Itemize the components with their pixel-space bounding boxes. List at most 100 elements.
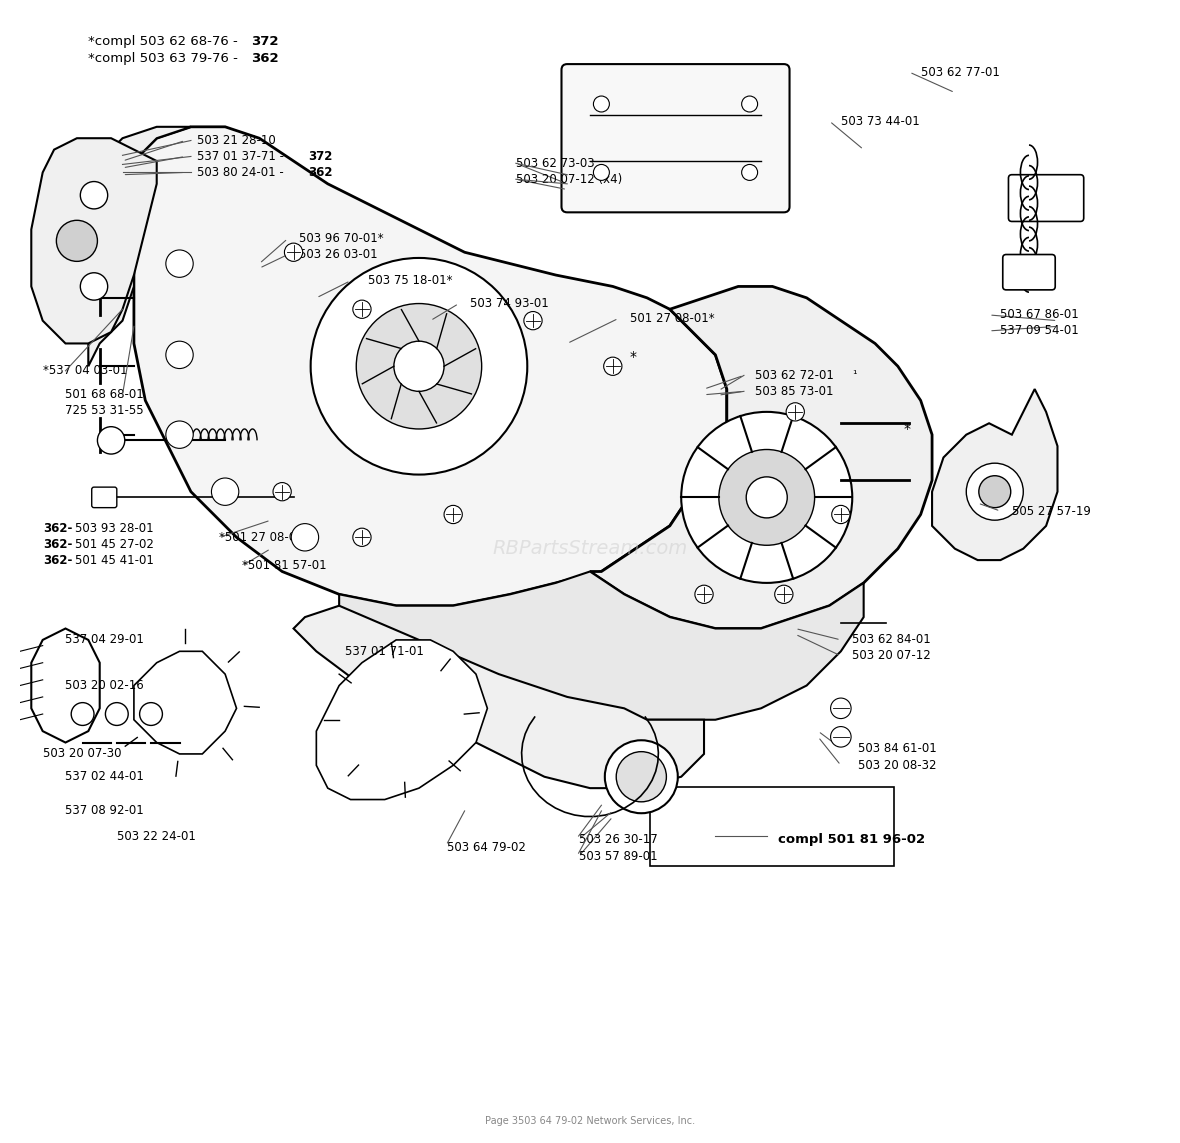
Circle shape [742, 165, 758, 181]
Circle shape [719, 449, 814, 545]
Text: 372: 372 [308, 150, 333, 163]
Circle shape [832, 505, 850, 523]
Text: 503 96 70-01*: 503 96 70-01* [300, 232, 384, 245]
Circle shape [524, 312, 542, 330]
Text: 537 02 44-01: 537 02 44-01 [66, 770, 144, 783]
Text: 725 53 31-55: 725 53 31-55 [66, 405, 144, 417]
Text: *537 04 03-01: *537 04 03-01 [42, 365, 127, 377]
Text: 537 08 92-01: 537 08 92-01 [66, 805, 144, 817]
Text: 503 26 30-17: 503 26 30-17 [578, 833, 657, 846]
Text: 537 01 37-71 -: 537 01 37-71 - [197, 150, 288, 163]
Text: *501 81 57-01: *501 81 57-01 [242, 559, 327, 573]
Text: Page 3503 64 79-02 Network Services, Inc.: Page 3503 64 79-02 Network Services, Inc… [485, 1116, 695, 1126]
Text: 362-: 362- [42, 521, 72, 535]
Circle shape [353, 301, 371, 319]
Text: 503 84 61-01: 503 84 61-01 [858, 742, 937, 754]
Circle shape [742, 96, 758, 112]
Text: 537 09 54-01: 537 09 54-01 [1001, 325, 1080, 337]
Circle shape [291, 523, 319, 551]
Circle shape [831, 727, 851, 748]
Text: 505 27 57-19: 505 27 57-19 [1012, 504, 1090, 518]
Text: 503 62 84-01: 503 62 84-01 [852, 633, 931, 647]
Text: 503 26 03-01: 503 26 03-01 [300, 248, 378, 261]
Text: 537 01 71-01: 537 01 71-01 [345, 645, 424, 658]
PathPatch shape [294, 606, 704, 789]
PathPatch shape [133, 652, 236, 754]
Circle shape [356, 304, 481, 429]
Circle shape [979, 475, 1011, 507]
Text: 503 22 24-01: 503 22 24-01 [117, 830, 196, 842]
PathPatch shape [32, 629, 99, 743]
Text: 503 20 07-12 (x4): 503 20 07-12 (x4) [516, 173, 622, 186]
Text: 501 45 41-01: 501 45 41-01 [74, 553, 153, 567]
Text: 503 20 07-12: 503 20 07-12 [852, 649, 931, 663]
Text: 362: 362 [308, 166, 333, 179]
Circle shape [831, 698, 851, 719]
Circle shape [166, 421, 194, 448]
Circle shape [353, 528, 371, 546]
Text: 537 04 29-01: 537 04 29-01 [66, 633, 144, 647]
Text: 503 20 07-30: 503 20 07-30 [42, 748, 122, 760]
Text: 503 85 73-01: 503 85 73-01 [755, 385, 834, 398]
Circle shape [775, 585, 793, 604]
Text: 503 57 89-01: 503 57 89-01 [578, 850, 657, 863]
Text: ¹: ¹ [852, 370, 857, 381]
Text: 501 27 08-01*: 501 27 08-01* [630, 312, 715, 325]
Text: 503 80 24-01 -: 503 80 24-01 - [197, 166, 287, 179]
Circle shape [80, 273, 107, 301]
Text: 503 64 79-02: 503 64 79-02 [447, 841, 526, 854]
Circle shape [444, 505, 463, 523]
Text: 372: 372 [251, 34, 278, 48]
Circle shape [284, 243, 302, 262]
Text: *501 27 08-01: *501 27 08-01 [219, 530, 304, 544]
Circle shape [786, 402, 805, 421]
Circle shape [681, 411, 852, 583]
Text: *compl 503 62 68-76 -: *compl 503 62 68-76 - [88, 34, 242, 48]
Text: 503 93 28-01: 503 93 28-01 [74, 521, 153, 535]
Circle shape [394, 341, 444, 391]
Circle shape [616, 752, 667, 802]
Text: compl 501 81 96-02: compl 501 81 96-02 [778, 833, 925, 846]
Circle shape [604, 357, 622, 375]
Text: 503 20 08-32: 503 20 08-32 [858, 759, 937, 772]
PathPatch shape [932, 389, 1057, 560]
Circle shape [966, 463, 1023, 520]
Text: 501 45 27-02: 501 45 27-02 [74, 537, 153, 551]
Circle shape [310, 258, 527, 474]
Circle shape [746, 477, 787, 518]
Circle shape [594, 96, 609, 112]
PathPatch shape [133, 127, 727, 606]
Text: 362-: 362- [42, 553, 72, 567]
Text: 503 21 28-10: 503 21 28-10 [197, 134, 275, 147]
FancyBboxPatch shape [562, 64, 789, 213]
Text: 362-: 362- [42, 537, 72, 551]
Circle shape [594, 165, 609, 181]
Text: 503 62 73-03: 503 62 73-03 [516, 157, 595, 170]
Text: 503 67 86-01: 503 67 86-01 [1001, 309, 1080, 321]
Text: 503 74 93-01: 503 74 93-01 [471, 297, 549, 310]
FancyBboxPatch shape [1009, 175, 1083, 222]
FancyBboxPatch shape [92, 487, 117, 507]
PathPatch shape [88, 127, 191, 366]
Circle shape [605, 741, 677, 813]
PathPatch shape [316, 640, 487, 800]
Text: 503 73 44-01: 503 73 44-01 [841, 114, 919, 128]
Text: 503 62 77-01: 503 62 77-01 [920, 65, 999, 79]
PathPatch shape [339, 572, 864, 720]
Circle shape [695, 585, 713, 604]
Circle shape [105, 703, 129, 726]
Text: *: * [904, 422, 911, 435]
Circle shape [273, 482, 291, 501]
Text: *compl 503 63 79-76 -: *compl 503 63 79-76 - [88, 51, 242, 65]
Text: 501 68 68-01: 501 68 68-01 [66, 389, 144, 401]
Circle shape [139, 703, 163, 726]
Circle shape [166, 341, 194, 368]
FancyBboxPatch shape [1003, 255, 1055, 290]
Circle shape [211, 478, 238, 505]
FancyBboxPatch shape [650, 788, 894, 865]
Circle shape [71, 703, 94, 726]
Circle shape [98, 426, 125, 454]
Text: 503 75 18-01*: 503 75 18-01* [368, 274, 452, 287]
Text: RBPartsStream.com: RBPartsStream.com [492, 539, 688, 558]
PathPatch shape [590, 287, 932, 629]
